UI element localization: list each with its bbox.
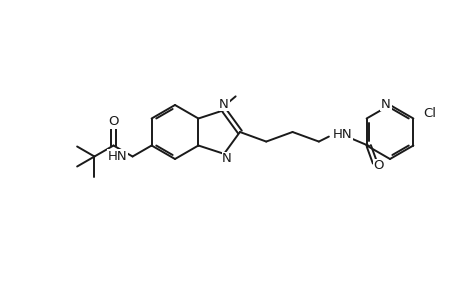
Text: N: N — [222, 152, 231, 165]
Text: HN: HN — [332, 128, 352, 141]
Text: HN: HN — [108, 150, 127, 163]
Text: Cl: Cl — [422, 107, 436, 120]
Text: O: O — [108, 115, 118, 128]
Text: N: N — [218, 98, 229, 111]
Text: O: O — [373, 159, 383, 172]
Text: N: N — [381, 98, 390, 110]
